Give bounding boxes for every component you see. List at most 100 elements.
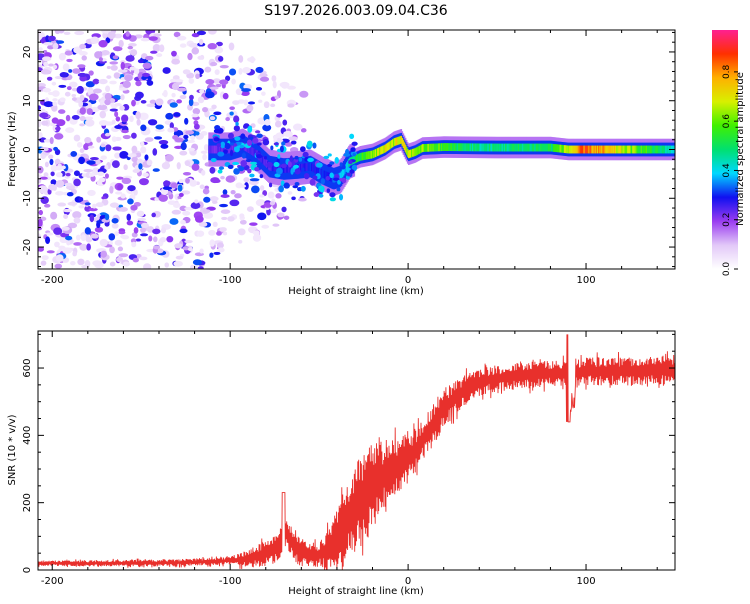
ridge-core [626, 145, 629, 154]
noise-blob [92, 78, 100, 85]
ridge-blob [224, 142, 231, 150]
noise-blob [59, 72, 68, 78]
ridge-core [542, 143, 545, 152]
noise-blob [279, 81, 290, 88]
ridge-core [406, 149, 409, 157]
noise-blob [54, 30, 61, 35]
x-tick-label: -200 [41, 275, 64, 286]
ridge-core [251, 147, 253, 155]
ridge-core [472, 143, 474, 152]
noise-blob [153, 236, 158, 243]
ridge-core [577, 145, 580, 154]
noise-blob [142, 62, 152, 69]
noise-blob [212, 221, 218, 228]
noise-blob [239, 184, 247, 188]
noise-blob [219, 64, 229, 69]
ridge-core [246, 144, 249, 153]
ridge-blob [276, 167, 283, 175]
noise-blob [109, 261, 116, 267]
noise-blob [133, 189, 138, 196]
ridge-core [319, 168, 321, 177]
ridge-core [531, 143, 534, 152]
ridge-core [469, 143, 472, 152]
ridge-core [514, 143, 517, 152]
noise-blob [109, 80, 117, 85]
noise-blob [216, 242, 224, 249]
noise-blob [43, 101, 54, 108]
ridge-core [507, 143, 509, 152]
ridge-core [230, 145, 233, 154]
ridge-core [455, 143, 458, 152]
colorbar-ticks: 0.0 0.2 0.4 0.6 0.8 [722, 64, 738, 276]
noise-blob [61, 226, 70, 231]
ridge-core [477, 143, 479, 152]
noise-blob [184, 160, 191, 167]
ridge-core [247, 145, 250, 154]
noise-blob [73, 46, 83, 54]
ridge-blob [245, 158, 252, 163]
noise-blob [255, 66, 264, 74]
noise-blob [51, 81, 57, 86]
ridge-core [457, 143, 459, 152]
ridge-blob [349, 169, 355, 174]
noise-blob [41, 56, 52, 62]
noise-blob [66, 192, 74, 197]
ridge-blob [312, 175, 318, 180]
noise-blob [230, 190, 236, 195]
ridge-core [260, 154, 263, 163]
noise-blob [263, 101, 270, 109]
ridge-core [568, 145, 570, 154]
ridge-core [346, 162, 348, 171]
noise-blob [287, 103, 295, 108]
noise-blob [107, 31, 116, 40]
noise-blob [140, 99, 147, 104]
noise-blob [160, 143, 169, 149]
ridge-core [660, 145, 663, 154]
noise-blob [58, 109, 66, 114]
ridge-core [484, 143, 487, 152]
ridge-core [642, 145, 645, 154]
noise-blob [100, 250, 108, 258]
noise-blob [65, 114, 71, 122]
noise-blob [171, 92, 176, 98]
ridge-core [405, 146, 408, 155]
ridge-core [609, 145, 612, 154]
ridge-blob [293, 164, 299, 169]
ridge-blob [346, 172, 352, 177]
noise-blob [69, 81, 78, 88]
noise-blob [68, 69, 73, 73]
ridge-core [664, 145, 666, 154]
ridge-core [666, 145, 668, 154]
ridge-core [667, 145, 669, 154]
ridge-core [395, 137, 397, 146]
noise-blob [274, 120, 282, 128]
ridge-core [639, 145, 642, 154]
noise-blob [146, 80, 154, 86]
ridge-blob [247, 125, 253, 133]
noise-blob [184, 206, 195, 211]
noise-blob [111, 119, 116, 125]
noise-blob [76, 85, 84, 94]
ridge-core [343, 165, 346, 174]
ridge-core [581, 145, 584, 154]
noise-blob [75, 234, 81, 241]
noise-blob [128, 42, 137, 47]
noise-blob [195, 73, 200, 80]
noise-blob [169, 218, 179, 225]
noise-blob [59, 97, 66, 103]
noise-blob [51, 117, 59, 124]
ridge-core [400, 135, 403, 144]
ridge-core [404, 144, 407, 153]
noise-blob [283, 215, 290, 220]
noise-blob [293, 123, 303, 131]
ridge-blob [238, 165, 245, 172]
ridge-core [340, 171, 343, 180]
ridge-core [254, 149, 256, 157]
ridge-blob [270, 145, 274, 151]
ridge-core [414, 148, 416, 156]
ridge-blob [301, 167, 305, 172]
noise-blob [158, 139, 169, 145]
ridge-core [489, 143, 491, 152]
noise-blob [209, 196, 219, 202]
ridge-core [543, 143, 546, 152]
